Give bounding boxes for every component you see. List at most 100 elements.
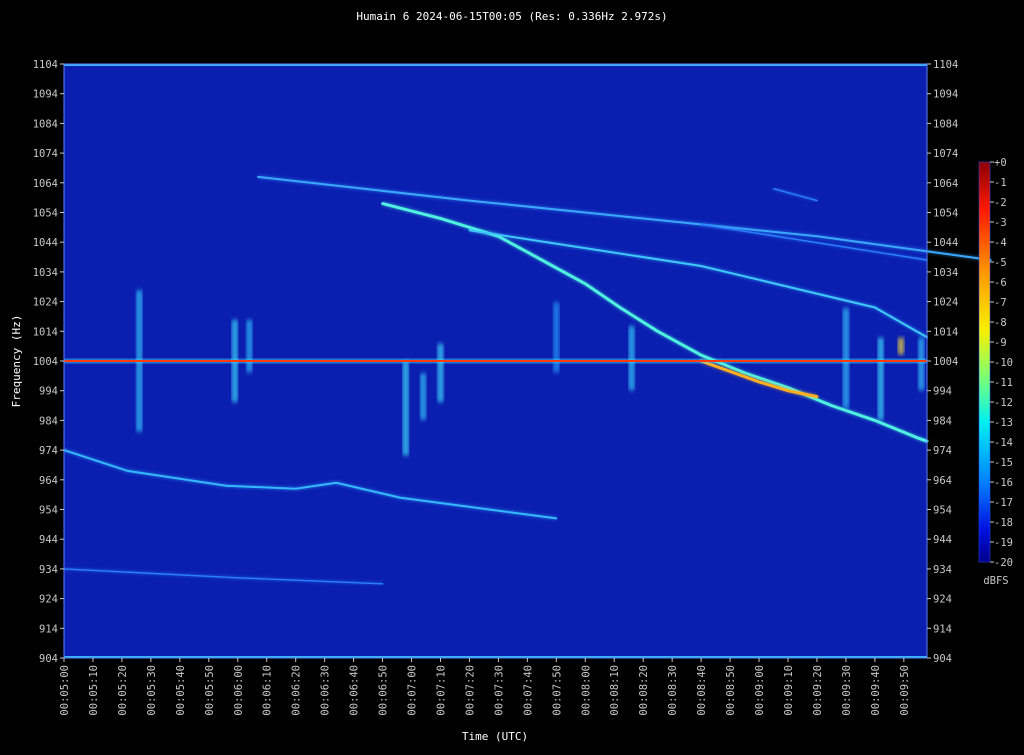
x-tick-label: 00:05:30 bbox=[146, 665, 158, 716]
y-tick-label-right: 994 bbox=[933, 386, 952, 398]
y-tick-label-right: 934 bbox=[933, 564, 952, 576]
y-tick-label-right: 964 bbox=[933, 475, 952, 487]
colorbar-tick-label: -1 bbox=[994, 177, 1007, 189]
y-tick-label-left: 1084 bbox=[33, 118, 58, 130]
colorbar-tick-label: -3 bbox=[994, 217, 1007, 229]
colorbar-tick-label: -9 bbox=[994, 337, 1007, 349]
y-tick-label-left: 984 bbox=[39, 415, 58, 427]
y-tick-label-left: 964 bbox=[39, 475, 58, 487]
y-tick-label-left: 1014 bbox=[33, 326, 58, 338]
x-tick-label: 00:06:30 bbox=[320, 665, 332, 716]
colorbar-tick-label: -13 bbox=[994, 417, 1013, 429]
colorbar-tick-label: -19 bbox=[994, 537, 1013, 549]
x-tick-label: 00:06:40 bbox=[349, 665, 361, 716]
y-tick-label-right: 1084 bbox=[933, 118, 958, 130]
y-axis-left: 1104 1094 1084 1074 1064 1054 1044 1034 1024 1014… bbox=[33, 59, 64, 665]
y-tick-label-right: 1104 bbox=[933, 59, 958, 71]
x-tick-label: 00:07:50 bbox=[551, 665, 563, 716]
colorbar-tick-label: -4 bbox=[994, 237, 1007, 249]
y-tick-label-left: 1064 bbox=[33, 178, 58, 190]
y-tick-label-right: 1004 bbox=[933, 356, 958, 368]
x-tick-label: 00:05:10 bbox=[88, 665, 100, 716]
trace-0 bbox=[63, 449, 558, 520]
burst-8 bbox=[842, 307, 849, 409]
y-tick-label-right: 1064 bbox=[933, 178, 958, 190]
burst-11 bbox=[918, 337, 925, 391]
chart-title: Humain 6 2024-06-15T00:05 (Res: 0.336Hz … bbox=[356, 10, 667, 23]
colorbar: +0 -1 -2 -3 -4 -5 -6 -7 -8 -9 -10 -11 -12 -13 -14 -15 -1… bbox=[978, 157, 1013, 587]
y-tick-label-right: 954 bbox=[933, 505, 952, 517]
y-tick-label-right: 1024 bbox=[933, 297, 958, 309]
x-tick-label: 00:07:30 bbox=[493, 665, 505, 716]
x-tick-label: 00:06:50 bbox=[378, 665, 390, 716]
burst-10 bbox=[897, 337, 904, 356]
burst-4 bbox=[420, 372, 427, 421]
y-tick-label-right: 1014 bbox=[933, 326, 958, 338]
y-tick-label-left: 1004 bbox=[33, 356, 58, 368]
y-tick-label-left: 954 bbox=[39, 505, 58, 517]
x-tick-label: 00:07:20 bbox=[464, 665, 476, 716]
y-tick-label-right: 904 bbox=[933, 653, 952, 665]
x-tick-label: 00:05:00 bbox=[59, 665, 71, 716]
y-axis-right: 1104 1094 1084 1074 1064 1054 1044 1034 1024 1014… bbox=[927, 59, 958, 665]
y-tick-label-left: 1054 bbox=[33, 208, 58, 220]
x-tick-label: 00:08:00 bbox=[580, 665, 592, 716]
x-tick-label: 00:09:50 bbox=[899, 665, 911, 716]
y-tick-label-left: 1024 bbox=[33, 297, 58, 309]
y-tick-label-right: 984 bbox=[933, 415, 952, 427]
colorbar-tick-label: -5 bbox=[994, 257, 1007, 269]
x-tick-label: 00:08:10 bbox=[609, 665, 621, 716]
x-tick-label: 00:09:40 bbox=[870, 665, 882, 716]
colorbar-label: dBFS bbox=[983, 575, 1008, 587]
y-tick-label-right: 1074 bbox=[933, 148, 958, 160]
colorbar-tick-label: -16 bbox=[994, 477, 1013, 489]
colorbar-tick-label: -7 bbox=[994, 297, 1007, 309]
colorbar-tick-label: -10 bbox=[994, 357, 1013, 369]
plot-content bbox=[63, 64, 992, 658]
y-tick-label-right: 974 bbox=[933, 445, 952, 457]
x-tick-label: 00:06:00 bbox=[233, 665, 245, 716]
x-tick-label: 00:09:00 bbox=[754, 665, 766, 716]
x-tick-label: 00:08:20 bbox=[638, 665, 650, 716]
y-tick-label-right: 914 bbox=[933, 623, 952, 635]
y-tick-label-right: 1054 bbox=[933, 208, 958, 220]
x-tick-label: 00:09:20 bbox=[812, 665, 824, 716]
y-tick-label-right: 924 bbox=[933, 594, 952, 606]
colorbar-tick-label: +0 bbox=[994, 157, 1007, 169]
y-tick-label-right: 1034 bbox=[933, 267, 958, 279]
x-tick-label: 00:06:10 bbox=[262, 665, 274, 716]
burst-3 bbox=[402, 361, 409, 457]
burst-7 bbox=[628, 325, 635, 391]
y-tick-label-left: 914 bbox=[39, 623, 58, 635]
colorbar-tick-label: -12 bbox=[994, 397, 1013, 409]
x-axis: 00:05:00 00:05:10 00:05:20 00:05:30 00:05:40… bbox=[59, 658, 911, 716]
colorbar-ticks: +0 -1 -2 -3 -4 -5 -6 -7 -8 -9 -10 -11 -12 -13 -14 -15 -1… bbox=[990, 157, 1013, 569]
x-tick-label: 00:06:20 bbox=[291, 665, 303, 716]
colorbar-tick-label: -6 bbox=[994, 277, 1007, 289]
colorbar-tick-label: -8 bbox=[994, 317, 1007, 329]
colorbar-tick-label: -18 bbox=[994, 517, 1013, 529]
y-tick-label-left: 1034 bbox=[33, 267, 58, 279]
x-tick-label: 00:05:40 bbox=[175, 665, 187, 716]
burst-6 bbox=[553, 301, 560, 373]
y-tick-label-left: 1104 bbox=[33, 59, 58, 71]
x-tick-label: 00:09:30 bbox=[841, 665, 853, 716]
x-tick-label: 00:08:50 bbox=[725, 665, 737, 716]
y-tick-label-left: 934 bbox=[39, 564, 58, 576]
x-tick-label: 00:07:10 bbox=[436, 665, 448, 716]
colorbar-tick-label: -17 bbox=[994, 497, 1013, 509]
y-axis-label: Frequency (Hz) bbox=[10, 315, 23, 408]
trace-6 bbox=[700, 223, 928, 261]
x-tick-label: 00:08:30 bbox=[667, 665, 679, 716]
burst-9 bbox=[877, 337, 884, 421]
y-tick-label-left: 1044 bbox=[33, 237, 58, 249]
burst-2 bbox=[246, 319, 253, 373]
colorbar-tick-label: -11 bbox=[994, 377, 1013, 389]
y-tick-label-left: 924 bbox=[39, 594, 58, 606]
burst-5 bbox=[437, 343, 444, 403]
y-tick-label-left: 994 bbox=[39, 386, 58, 398]
y-tick-label-right: 944 bbox=[933, 534, 952, 546]
x-tick-label: 00:05:20 bbox=[117, 665, 129, 716]
x-axis-label: Time (UTC) bbox=[462, 730, 528, 743]
